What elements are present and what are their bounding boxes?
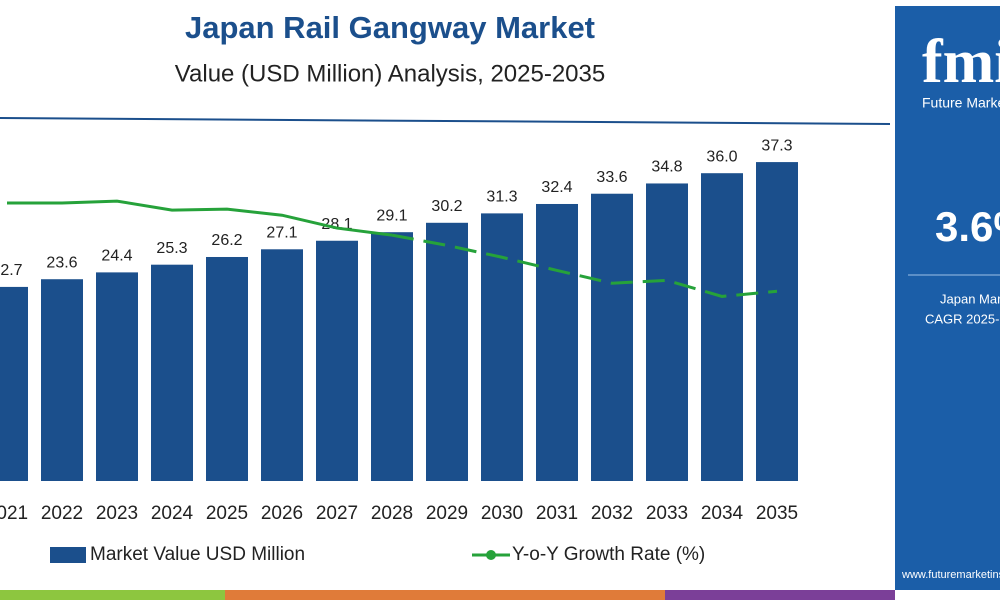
footer-strip xyxy=(225,590,665,600)
x-tick-label: 2021 xyxy=(0,503,28,524)
data-label: 36.0 xyxy=(706,148,737,165)
data-label: 24.4 xyxy=(101,248,132,265)
x-tick-label: 2022 xyxy=(41,503,83,524)
data-label: 31.3 xyxy=(486,189,517,206)
bar xyxy=(426,222,468,482)
data-label: 22.7 xyxy=(0,262,23,279)
cagr-value: 3.6% xyxy=(935,203,1000,250)
x-tick-label: 2034 xyxy=(701,503,744,524)
x-tick-label: 2026 xyxy=(261,503,303,524)
growth-line xyxy=(7,199,393,237)
data-label: 27.1 xyxy=(266,225,297,242)
bar xyxy=(206,256,248,481)
x-tick-label: 2031 xyxy=(536,503,578,524)
data-label: 37.3 xyxy=(761,137,792,154)
x-tick-label: 2023 xyxy=(96,503,138,524)
bar xyxy=(316,240,358,481)
chart-subtitle: Value (USD Million) Analysis, 2025-2035 xyxy=(175,60,605,87)
x-tick-label: 2028 xyxy=(371,503,413,524)
x-tick-label: 2024 xyxy=(151,503,194,524)
url: www.futuremarketinsights.com xyxy=(901,569,1000,581)
data-label: 26.2 xyxy=(211,232,242,249)
data-label: 23.6 xyxy=(46,254,77,271)
x-tick-label: 2035 xyxy=(756,503,798,524)
x-tick-label: 2029 xyxy=(426,503,468,524)
bar xyxy=(371,232,413,481)
x-tick-label: 2027 xyxy=(316,503,358,524)
caption: CAGR 2025-2035 xyxy=(925,311,1000,326)
legend-label: Market Value USD Million xyxy=(90,544,305,565)
footer-strip xyxy=(665,590,895,600)
data-label: 25.3 xyxy=(156,240,187,257)
bar xyxy=(41,279,83,481)
x-tick-label: 2032 xyxy=(591,503,633,524)
legend-swatch xyxy=(50,547,86,563)
bar xyxy=(536,203,578,482)
growth-line xyxy=(391,233,778,298)
bar xyxy=(96,272,138,481)
bar xyxy=(591,193,633,481)
legend-swatch xyxy=(486,550,496,560)
bar xyxy=(0,286,28,481)
data-label: 33.6 xyxy=(596,169,627,186)
title-rule xyxy=(0,117,891,125)
data-label: 29.1 xyxy=(376,207,407,224)
bar xyxy=(646,183,688,481)
logo: fmi xyxy=(922,28,1000,96)
sidebar xyxy=(895,6,1000,590)
data-label: 34.8 xyxy=(651,159,682,176)
bar xyxy=(756,162,798,481)
bar xyxy=(151,264,193,481)
footer-strip xyxy=(0,590,225,600)
bar xyxy=(701,173,743,481)
chart-title: Japan Rail Gangway Market xyxy=(185,10,595,45)
data-label: 32.4 xyxy=(541,179,572,196)
x-tick-label: 2025 xyxy=(206,503,248,524)
brand: Future Market Insights xyxy=(922,95,1000,111)
x-tick-label: 2033 xyxy=(646,503,688,524)
caption: Japan Market xyxy=(940,291,1000,306)
bar xyxy=(261,249,303,481)
x-tick-label: 2030 xyxy=(481,503,523,524)
data-label: 30.2 xyxy=(431,198,462,215)
legend-label: Y-o-Y Growth Rate (%) xyxy=(512,544,705,565)
